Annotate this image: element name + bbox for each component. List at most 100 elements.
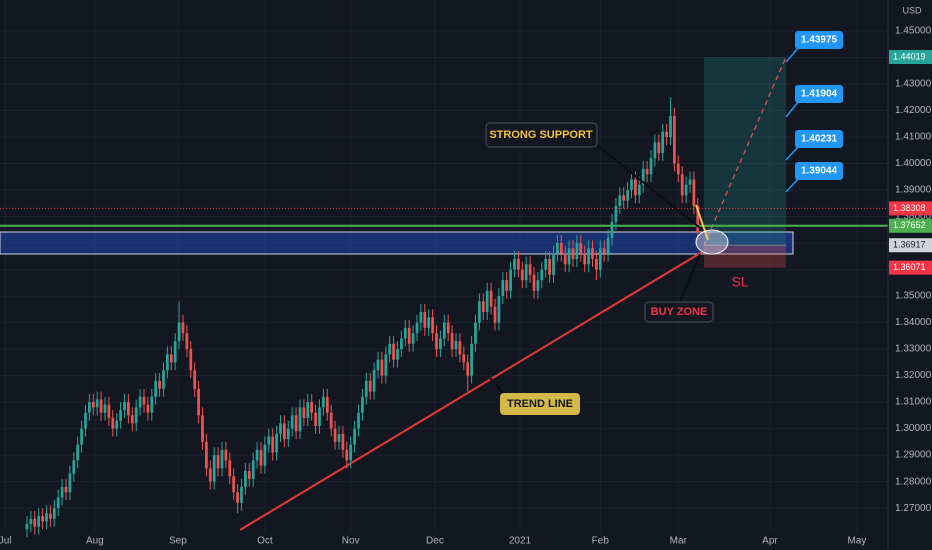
callout-box (795, 31, 843, 49)
candle-body (563, 253, 567, 265)
candle-body (267, 436, 271, 445)
price-tag (889, 50, 932, 65)
x-tick-label: Aug (86, 536, 104, 547)
candle-body (294, 415, 298, 432)
target-label: 1.43975 (801, 35, 838, 46)
candle-body (641, 168, 645, 185)
candle-body (368, 380, 372, 392)
x-tick-label: Oct (257, 536, 273, 547)
callout-box (485, 122, 598, 148)
callout-box (644, 301, 714, 323)
candle-body (68, 473, 72, 493)
candle-body (177, 322, 181, 342)
candle-body (115, 420, 119, 429)
trend-line-label: TREND LINE (507, 398, 573, 410)
candle-body (60, 486, 64, 498)
candle-body (645, 168, 649, 175)
candle-body (45, 513, 48, 522)
candle-body (626, 190, 629, 201)
candle-body (680, 174, 684, 196)
candle-body (630, 179, 633, 191)
candle-body (466, 362, 470, 376)
candle-body (349, 444, 353, 461)
callout-box (500, 393, 580, 415)
candle-body (696, 205, 700, 233)
candle-body (91, 402, 95, 408)
strong-support: STRONG SUPPORT (489, 129, 593, 141)
pointer (679, 253, 701, 303)
y-tick-label: 1.42000 (895, 105, 932, 116)
y-tick-label: 1.31000 (895, 397, 932, 408)
y-tick-label: 1.28000 (895, 476, 932, 487)
candle-body (692, 179, 696, 206)
candle-body (454, 341, 458, 350)
candle-body (403, 327, 407, 339)
price-tag (889, 201, 932, 216)
candles (25, 97, 700, 538)
stop-loss-label: SL (731, 274, 748, 290)
x-tick-label: Mar (670, 536, 688, 547)
candle-body (673, 115, 676, 164)
candle-body (72, 460, 76, 474)
callout-pointer (785, 100, 800, 118)
candle-body (197, 388, 200, 416)
candle-body (185, 333, 189, 350)
candle-body (306, 402, 310, 418)
candle-body (111, 418, 115, 429)
currency: USD (902, 5, 922, 15)
candle-body (37, 516, 41, 527)
candle-body (25, 524, 29, 530)
candle-body (571, 248, 575, 259)
candle-body (271, 436, 275, 453)
candle-body (201, 415, 204, 442)
candle-body (579, 243, 583, 254)
levels (0, 56, 888, 268)
candle-body (173, 341, 177, 363)
candle-body (653, 142, 657, 159)
candle-body (52, 508, 56, 519)
candle-body (123, 402, 126, 411)
candle-body (134, 407, 138, 424)
candle-body (622, 195, 626, 201)
candle-body (606, 237, 610, 254)
y-tick-label: 1.43000 (895, 79, 932, 90)
candle-body (345, 449, 349, 461)
target-label: 1.40231 (801, 134, 838, 145)
x-tick-label: Jul (0, 536, 12, 547)
y-tick-label: 1.40000 (895, 158, 932, 169)
y-tick-label: 1.27000 (895, 503, 932, 514)
candle-body (544, 258, 548, 270)
overlay: STRONG SUPPORT BUY ZONE TREND LINE SL 1.… (485, 31, 843, 415)
candle-body (595, 258, 598, 270)
y-tick-label: 1.41000 (895, 132, 932, 143)
price-tag (889, 238, 932, 253)
candle-body (142, 396, 146, 405)
candle-body (298, 407, 302, 432)
yellow-arrow (695, 204, 709, 241)
candle-body (540, 269, 544, 281)
candle-body (127, 402, 130, 416)
candle-body (361, 396, 364, 413)
candle-body (322, 396, 325, 408)
candle-body (505, 280, 509, 291)
candle-body (380, 359, 384, 376)
candle-body (240, 486, 243, 503)
candle-body (286, 428, 290, 440)
candle-body (684, 184, 688, 196)
candle-body (591, 248, 594, 259)
candle-body (138, 396, 142, 408)
price-tag-label: 1.44019 (893, 51, 926, 61)
candle-body (236, 492, 239, 503)
candle-body (450, 333, 454, 350)
candle-body (255, 449, 259, 461)
candle-body (41, 516, 44, 522)
target-path (703, 56, 787, 246)
candle-body (442, 322, 446, 339)
y-tick-label: 1.30000 (895, 423, 932, 434)
callout-box (795, 162, 843, 180)
candle-body (247, 471, 251, 479)
candle-body (325, 396, 329, 413)
candle-body (357, 412, 360, 429)
